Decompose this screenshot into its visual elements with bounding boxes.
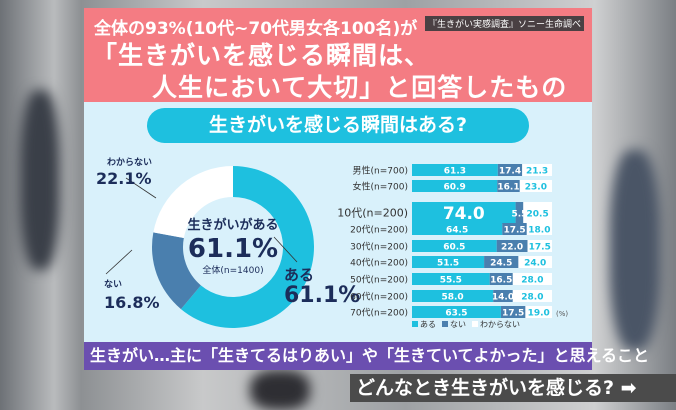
donut-slice-3 xyxy=(153,166,233,238)
donut-slice-2 xyxy=(152,232,201,310)
bar-value-label: 22.0 xyxy=(501,243,523,253)
bar-value-label: 21.3 xyxy=(526,167,548,177)
bar-value-label: 64.5 xyxy=(446,226,468,236)
bar-value-label: 17.5 xyxy=(502,309,524,319)
header-banner: 全体の93%(10代~70代男女各100名)が 『生きがい実感調査』ソニー生命調… xyxy=(84,8,592,138)
bar-value-label: 18.0 xyxy=(528,226,550,236)
definition-caption: 生きがい…主に「生きてるはりあい」や「生きていてよかった」と思えること xyxy=(84,342,649,370)
background-figure xyxy=(250,370,310,410)
bar-segment-3 xyxy=(522,164,552,176)
bar-segment-2 xyxy=(497,180,520,192)
bar-value-label: 63.5 xyxy=(445,309,467,319)
bar-value-label: 60.5 xyxy=(443,243,465,253)
bar-category-label: 40代(n=200) xyxy=(350,258,408,269)
bar-segment-2 xyxy=(502,223,527,235)
bar-segment-3 xyxy=(512,273,552,285)
bar-value-label: 58.0 xyxy=(441,293,463,303)
bar-value-label: 28.0 xyxy=(521,293,543,303)
bar-segment-3 xyxy=(519,180,552,192)
bar-value-label: 24.0 xyxy=(524,259,546,269)
bar-segment-2 xyxy=(497,164,523,176)
bar-segment-3 xyxy=(527,240,552,252)
bar-segment-1 xyxy=(412,240,497,252)
bar-value-label: 17.4 xyxy=(499,167,521,177)
chart-panel: 生きがいを感じる瞬間はある? 生きがいがある 61.1% 全体(n=1400) ある 6… xyxy=(84,102,592,342)
leader-line-2 xyxy=(105,249,133,275)
bar-segment-1 xyxy=(412,164,498,176)
bar-value-label: 5.5 xyxy=(511,210,527,220)
bar-category-label: 70代(n=200) xyxy=(350,308,408,319)
slice-name-3: わからない xyxy=(107,157,152,168)
bar-category-label: 男性(n=700) xyxy=(353,165,408,177)
bar-value-label: 17.5 xyxy=(503,226,525,236)
bar-value-label: 24.5 xyxy=(490,259,512,269)
legend-label: わからない xyxy=(480,320,520,329)
bar-segment-1 xyxy=(412,273,490,285)
bar-value-label: 55.5 xyxy=(440,276,462,286)
legend-swatch-2 xyxy=(442,321,448,327)
bar-category-label: 30代(n=200) xyxy=(350,242,408,253)
bar-segment-2 xyxy=(484,256,519,268)
bar-segment-2 xyxy=(515,202,524,224)
bar-segment-1 xyxy=(412,256,485,268)
legend-label: ある xyxy=(420,320,436,329)
donut-center-sub: 全体(n=1400) xyxy=(202,264,263,276)
bar-category-label: 10代(n=200) xyxy=(337,207,408,220)
bar-value-label: 16.1 xyxy=(497,183,519,193)
source-label: 『生きがい実感調査』ソニー生命調べ xyxy=(424,16,584,31)
bar-value-label: 61.3 xyxy=(444,167,466,177)
header-subtitle: 全体の93%(10代~70代男女各100名)が xyxy=(94,19,418,39)
bar-segment-1 xyxy=(412,290,494,302)
bar-category-label: 60代(n=200) xyxy=(350,292,408,303)
bar-value-label: 23.0 xyxy=(525,183,547,193)
slice-name-2: ない xyxy=(104,279,122,290)
slice-value-1: 61.1% xyxy=(284,283,360,308)
bar-segment-1 xyxy=(412,202,516,224)
bar-value-label: 51.5 xyxy=(437,259,459,269)
bar-segment-1 xyxy=(412,180,498,192)
bar-segment-2 xyxy=(493,290,513,302)
bar-value-label: 74.0 xyxy=(443,204,485,224)
unit-label: (%) xyxy=(556,310,568,318)
bar-segment-2 xyxy=(496,240,528,252)
bar-segment-3 xyxy=(526,223,552,235)
legend-swatch-1 xyxy=(412,321,418,327)
donut-center-value: 61.1% xyxy=(188,234,278,264)
background-figure xyxy=(20,90,60,270)
bar-category-label: 女性(n=700) xyxy=(353,181,408,193)
leader-line-3 xyxy=(125,177,157,199)
bar-value-label: 20.5 xyxy=(527,210,549,220)
donut-slice-1 xyxy=(180,166,315,328)
chart-title: 生きがいを感じる瞬間はある? xyxy=(147,108,529,143)
slice-value-3: 22.1% xyxy=(96,169,152,188)
arrow-right-icon: ➡ xyxy=(620,377,637,399)
next-topic-banner: どんなとき生きがいを感じる? ➡ xyxy=(350,374,676,402)
slice-name-1: ある xyxy=(284,266,314,284)
legend-swatch-3 xyxy=(472,321,478,327)
donut-center-label: 生きがいがある xyxy=(187,217,278,233)
bar-segment-1 xyxy=(412,223,503,235)
background-figure xyxy=(610,150,660,350)
bar-segment-3 xyxy=(512,290,552,302)
bar-category-label: 20代(n=200) xyxy=(350,225,408,236)
next-topic-text: どんなとき生きがいを感じる? xyxy=(356,377,615,399)
bar-value-label: 60.9 xyxy=(444,183,466,193)
bar-segment-3 xyxy=(525,306,552,318)
bar-segment-1 xyxy=(412,306,501,318)
bar-segment-3 xyxy=(518,256,552,268)
bar-segment-2 xyxy=(489,273,513,285)
bar-segment-2 xyxy=(500,306,526,318)
bar-category-label: 50代(n=200) xyxy=(350,275,408,286)
leader-line-1 xyxy=(273,236,298,263)
bar-value-label: 14.0 xyxy=(492,293,514,303)
header-title-line1: 「生きがいを感じる瞬間は、 xyxy=(92,41,431,70)
bar-segment-3 xyxy=(523,202,552,224)
bar-value-label: 19.0 xyxy=(528,309,550,319)
bar-value-label: 16.5 xyxy=(490,276,512,286)
bar-value-label: 28.0 xyxy=(521,276,543,286)
bar-value-label: 17.5 xyxy=(529,243,551,253)
slice-value-2: 16.8% xyxy=(104,293,160,312)
legend-label: ない xyxy=(450,320,466,329)
